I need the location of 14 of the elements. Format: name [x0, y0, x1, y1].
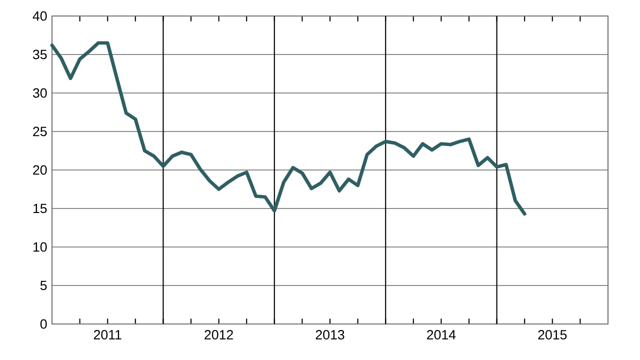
- y-tick-label: 40: [32, 11, 47, 21]
- y-tick-label: 30: [32, 88, 47, 98]
- y-tick-label: 0: [40, 319, 47, 329]
- x-tick-label: 2014: [427, 330, 456, 340]
- x-tick-label: 2011: [94, 330, 122, 340]
- x-tick-label: 2013: [316, 330, 344, 340]
- y-tick-label: 10: [33, 242, 47, 252]
- y-tick-label: 5: [40, 280, 47, 290]
- x-tick-label: 2015: [538, 330, 567, 340]
- y-tick-label: 20: [33, 165, 47, 175]
- y-tick-label: 15: [33, 204, 47, 214]
- y-tick-label: 35: [32, 50, 47, 60]
- y-tick-label: 25: [33, 126, 47, 136]
- x-tick-label: 2012: [204, 330, 233, 340]
